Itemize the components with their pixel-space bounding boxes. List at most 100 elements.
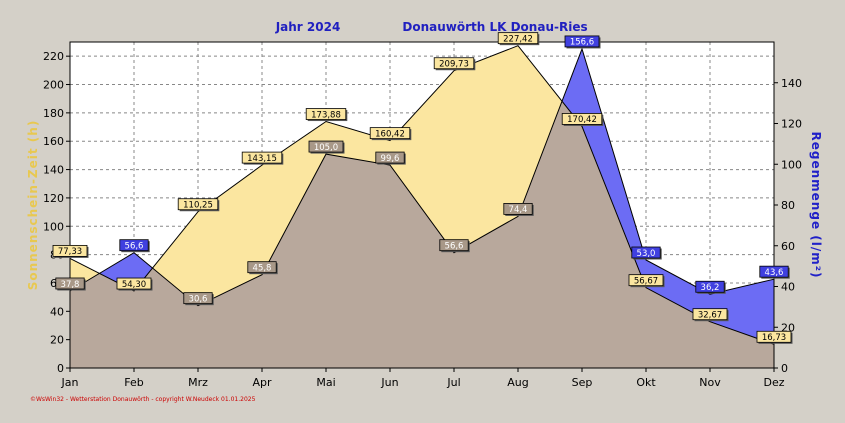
rain-data-label-box [564, 35, 600, 48]
x-tick-label: Jan [61, 376, 79, 389]
sunshine-data-label: 16,73 [762, 333, 786, 343]
x-tick-label: Mai [316, 376, 335, 389]
sunshine-data-label-box [433, 57, 475, 70]
sunshine-data-label-group: 54,30 [116, 277, 153, 291]
rain-data-label-box [55, 277, 85, 290]
sunshine-data-label-box [628, 274, 664, 287]
rain-data-label: 74,4 [509, 205, 528, 215]
sunshine-data-label-group: 173,88 [305, 108, 348, 122]
y-left-tick-label: 200 [43, 79, 64, 92]
y-right-tick-label: 120 [781, 118, 802, 131]
footer-copyright: ©WsWin32 - Wetterstation Donauwörth - co… [30, 396, 256, 403]
rain-data-label-group: 56,6 [439, 239, 470, 253]
sunshine-data-label-group: 227,42 [497, 32, 540, 46]
sunshine-data-label-group: 16,73 [756, 330, 793, 344]
data-labels: 77,33 54,30 110,25 143,15 173,88 160,42 209,73… [52, 32, 793, 344]
sunshine-data-label: 160,42 [375, 129, 405, 139]
rain-data-label-box [631, 246, 661, 259]
chart-title-year: Jahr 2024 [275, 20, 341, 34]
sunshine-data-label-group: 77,33 [52, 244, 89, 258]
x-tick-label: Nov [699, 376, 721, 389]
sunshine-data-label: 54,30 [122, 280, 146, 290]
y-left-tick-label: 140 [43, 164, 64, 177]
x-tick-label: Okt [636, 376, 656, 389]
y-axis-label-left: Sonnenschein-Zeit (h) [26, 120, 40, 291]
rain-data-label: 56,6 [125, 241, 144, 251]
rain-data-label: 30,6 [189, 294, 208, 304]
sunshine-data-label-box [497, 32, 539, 45]
rain-data-label-box [759, 265, 789, 278]
sunshine-data-label-group: 32,67 [692, 308, 729, 322]
axes: 0204060801001201401601802002200204060801… [43, 50, 802, 389]
rain-data-label: 156,6 [570, 38, 594, 48]
sunshine-data-label-group: 56,67 [628, 274, 665, 288]
rain-data-label-group: 74,4 [503, 203, 534, 216]
y-left-tick-label: 160 [43, 135, 64, 148]
chart-title-station: Donauwörth LK Donau-Ries [402, 20, 587, 34]
x-tick-label: Dez [763, 376, 784, 389]
sunshine-data-label-group: 110,25 [177, 198, 220, 212]
rain-data-label-box [695, 280, 725, 293]
rain-data-label-box [183, 292, 213, 305]
rain-data-label-box [308, 140, 344, 153]
sunshine-data-label: 56,67 [634, 276, 658, 286]
sunshine-data-label: 170,42 [567, 115, 597, 125]
x-tick-label: Jul [446, 376, 460, 389]
y-right-tick-label: 60 [781, 240, 795, 253]
rain-data-label: 105,0 [314, 143, 338, 153]
y-right-tick-label: 0 [781, 362, 788, 375]
rain-data-label: 37,8 [61, 280, 80, 290]
x-tick-label: Mrz [188, 376, 208, 389]
y-axis-label-right: Regenmenge (l/m²) [809, 132, 823, 279]
sunshine-line [69, 45, 775, 345]
sunshine-data-label-box [116, 277, 152, 290]
rain-data-label-group: 36,2 [695, 280, 726, 294]
x-tick-label: Aug [507, 376, 528, 389]
y-right-tick-label: 40 [781, 281, 795, 294]
rain-data-label: 43,6 [765, 268, 784, 278]
sunshine-data-label-box [756, 330, 792, 343]
rain-data-label-group: 43,6 [759, 265, 790, 279]
rain-data-label-box [503, 203, 533, 215]
sunshine-data-label: 143,15 [247, 154, 277, 164]
y-left-tick-label: 120 [43, 192, 64, 205]
x-tick-label: Apr [252, 376, 272, 389]
sunshine-data-label-group: 209,73 [433, 57, 476, 71]
sunshine-data-label-box [177, 198, 219, 211]
rain-data-label: 99,6 [381, 154, 400, 164]
rain-data-label: 53,0 [637, 249, 656, 259]
sunshine-data-label-box [52, 244, 88, 257]
sunshine-data-label-box [241, 151, 283, 164]
sunshine-data-label-group: 143,15 [241, 151, 284, 165]
sunshine-data-label: 110,25 [183, 201, 213, 211]
rain-data-label-group: 30,6 [183, 292, 214, 306]
rain-data-label-group: 53,0 [631, 246, 662, 260]
sunshine-data-label-box [305, 108, 347, 120]
rain-data-label-group: 156,6 [564, 35, 601, 49]
rain-data-label-group: 56,6 [119, 239, 150, 253]
x-tick-label: Jun [380, 376, 398, 389]
y-left-tick-label: 220 [43, 50, 64, 63]
rain-data-label-group: 45,8 [247, 261, 278, 275]
sunshine-data-label-box [692, 308, 728, 321]
sunshine-data-label-box [369, 127, 411, 140]
x-tick-label: Feb [124, 376, 143, 389]
y-right-tick-label: 140 [781, 77, 802, 90]
rain-data-label-box [375, 151, 405, 164]
rain-data-label: 45,8 [253, 263, 272, 273]
sunshine-data-label: 77,33 [58, 247, 82, 257]
y-left-tick-label: 0 [57, 362, 64, 375]
y-left-tick-label: 100 [43, 220, 64, 233]
rain-data-label: 56,6 [445, 241, 464, 251]
sunshine-data-label: 209,73 [439, 60, 469, 70]
rain-data-label-box [119, 239, 149, 252]
y-left-tick-label: 40 [50, 305, 64, 318]
rain-data-label-group: 37,8 [55, 277, 86, 291]
rain-data-label: 36,2 [701, 283, 720, 293]
sunshine-data-label-group: 170,42 [561, 113, 604, 126]
x-tick-label: Sep [572, 376, 593, 389]
rain-data-label-group: 99,6 [375, 151, 406, 165]
sunshine-data-label-group: 160,42 [369, 127, 412, 141]
